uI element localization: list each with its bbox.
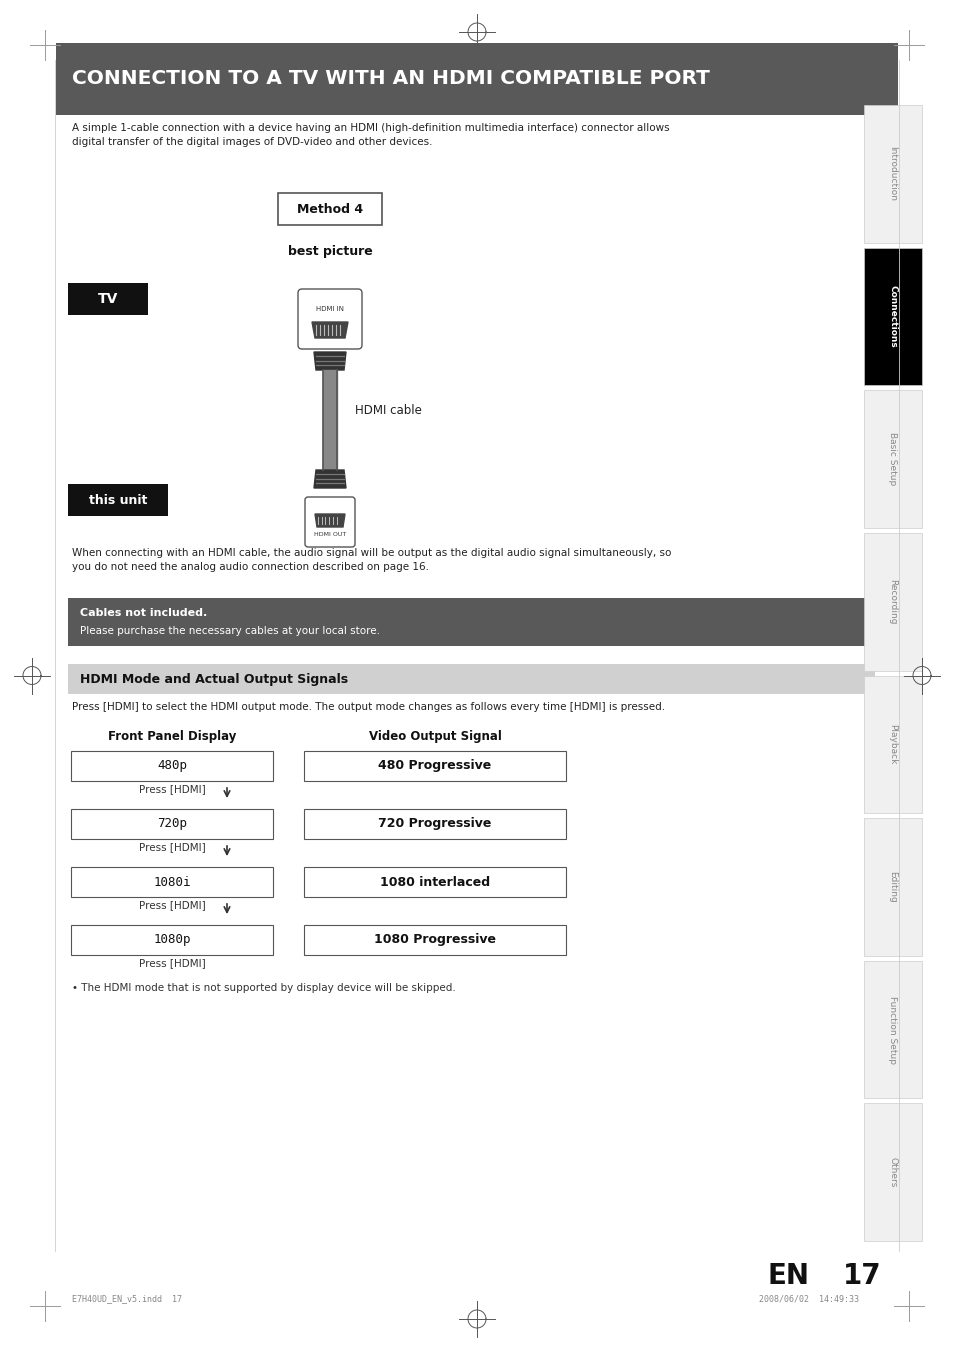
FancyBboxPatch shape — [863, 390, 921, 528]
Text: Press [HDMI]: Press [HDMI] — [138, 900, 205, 911]
Polygon shape — [314, 353, 346, 370]
FancyBboxPatch shape — [304, 751, 565, 781]
Text: Basic Setup: Basic Setup — [887, 432, 897, 486]
Text: Editing: Editing — [887, 871, 897, 902]
Polygon shape — [314, 470, 346, 488]
Text: best picture: best picture — [287, 245, 372, 258]
Text: When connecting with an HDMI cable, the audio signal will be output as the digit: When connecting with an HDMI cable, the … — [71, 549, 671, 571]
Text: Press [HDMI]: Press [HDMI] — [138, 958, 205, 969]
Text: Recording: Recording — [887, 580, 897, 624]
FancyBboxPatch shape — [863, 105, 921, 243]
FancyBboxPatch shape — [863, 1104, 921, 1242]
FancyBboxPatch shape — [68, 663, 874, 694]
FancyBboxPatch shape — [305, 497, 355, 547]
FancyBboxPatch shape — [56, 43, 897, 115]
FancyBboxPatch shape — [863, 961, 921, 1098]
Text: Cables not included.: Cables not included. — [80, 608, 207, 617]
Text: 720 Progressive: 720 Progressive — [378, 817, 491, 831]
Text: Video Output Signal: Video Output Signal — [368, 730, 501, 743]
Text: EN: EN — [766, 1262, 808, 1290]
Text: Press [HDMI] to select the HDMI output mode. The output mode changes as follows : Press [HDMI] to select the HDMI output m… — [71, 703, 664, 712]
Text: 720p: 720p — [157, 817, 187, 831]
Text: 1080p: 1080p — [153, 934, 191, 947]
Text: A simple 1-cable connection with a device having an HDMI (high-definition multim: A simple 1-cable connection with a devic… — [71, 123, 669, 147]
Text: 17: 17 — [842, 1262, 882, 1290]
FancyBboxPatch shape — [71, 751, 273, 781]
Polygon shape — [314, 513, 345, 527]
Text: Function Setup: Function Setup — [887, 996, 897, 1063]
FancyBboxPatch shape — [68, 598, 874, 646]
Text: HDMI IN: HDMI IN — [315, 305, 344, 312]
FancyBboxPatch shape — [68, 484, 168, 516]
Text: Press [HDMI]: Press [HDMI] — [138, 842, 205, 852]
FancyBboxPatch shape — [304, 809, 565, 839]
FancyBboxPatch shape — [71, 925, 273, 955]
Text: Front Panel Display: Front Panel Display — [108, 730, 236, 743]
Text: E7H40UD_EN_v5.indd  17: E7H40UD_EN_v5.indd 17 — [71, 1294, 182, 1304]
Text: 1080i: 1080i — [153, 875, 191, 889]
Text: 480 Progressive: 480 Progressive — [378, 759, 491, 773]
Text: Others: Others — [887, 1156, 897, 1188]
Text: Introduction: Introduction — [887, 146, 897, 201]
FancyBboxPatch shape — [863, 676, 921, 813]
FancyBboxPatch shape — [304, 925, 565, 955]
FancyBboxPatch shape — [304, 867, 565, 897]
FancyBboxPatch shape — [68, 282, 148, 315]
FancyBboxPatch shape — [71, 809, 273, 839]
Polygon shape — [312, 322, 348, 338]
Text: HDMI OUT: HDMI OUT — [314, 532, 346, 536]
Text: CONNECTION TO A TV WITH AN HDMI COMPATIBLE PORT: CONNECTION TO A TV WITH AN HDMI COMPATIB… — [71, 69, 709, 89]
Text: this unit: this unit — [89, 493, 147, 507]
Text: Press [HDMI]: Press [HDMI] — [138, 784, 205, 794]
Text: Please purchase the necessary cables at your local store.: Please purchase the necessary cables at … — [80, 626, 379, 636]
FancyBboxPatch shape — [71, 867, 273, 897]
Text: TV: TV — [98, 292, 118, 305]
Text: 1080 interlaced: 1080 interlaced — [379, 875, 490, 889]
Text: 480p: 480p — [157, 759, 187, 773]
FancyBboxPatch shape — [863, 247, 921, 385]
FancyBboxPatch shape — [863, 819, 921, 955]
Text: Connections: Connections — [887, 285, 897, 347]
Text: 2008/06/02  14:49:33: 2008/06/02 14:49:33 — [759, 1294, 858, 1304]
FancyBboxPatch shape — [277, 193, 381, 226]
Text: HDMI cable: HDMI cable — [355, 404, 421, 416]
Text: Playback: Playback — [887, 724, 897, 765]
Text: • The HDMI mode that is not supported by display device will be skipped.: • The HDMI mode that is not supported by… — [71, 984, 456, 993]
Text: HDMI Mode and Actual Output Signals: HDMI Mode and Actual Output Signals — [80, 673, 348, 685]
FancyBboxPatch shape — [297, 289, 361, 349]
FancyBboxPatch shape — [863, 532, 921, 670]
Text: Method 4: Method 4 — [296, 203, 363, 216]
Text: 1080 Progressive: 1080 Progressive — [374, 934, 496, 947]
